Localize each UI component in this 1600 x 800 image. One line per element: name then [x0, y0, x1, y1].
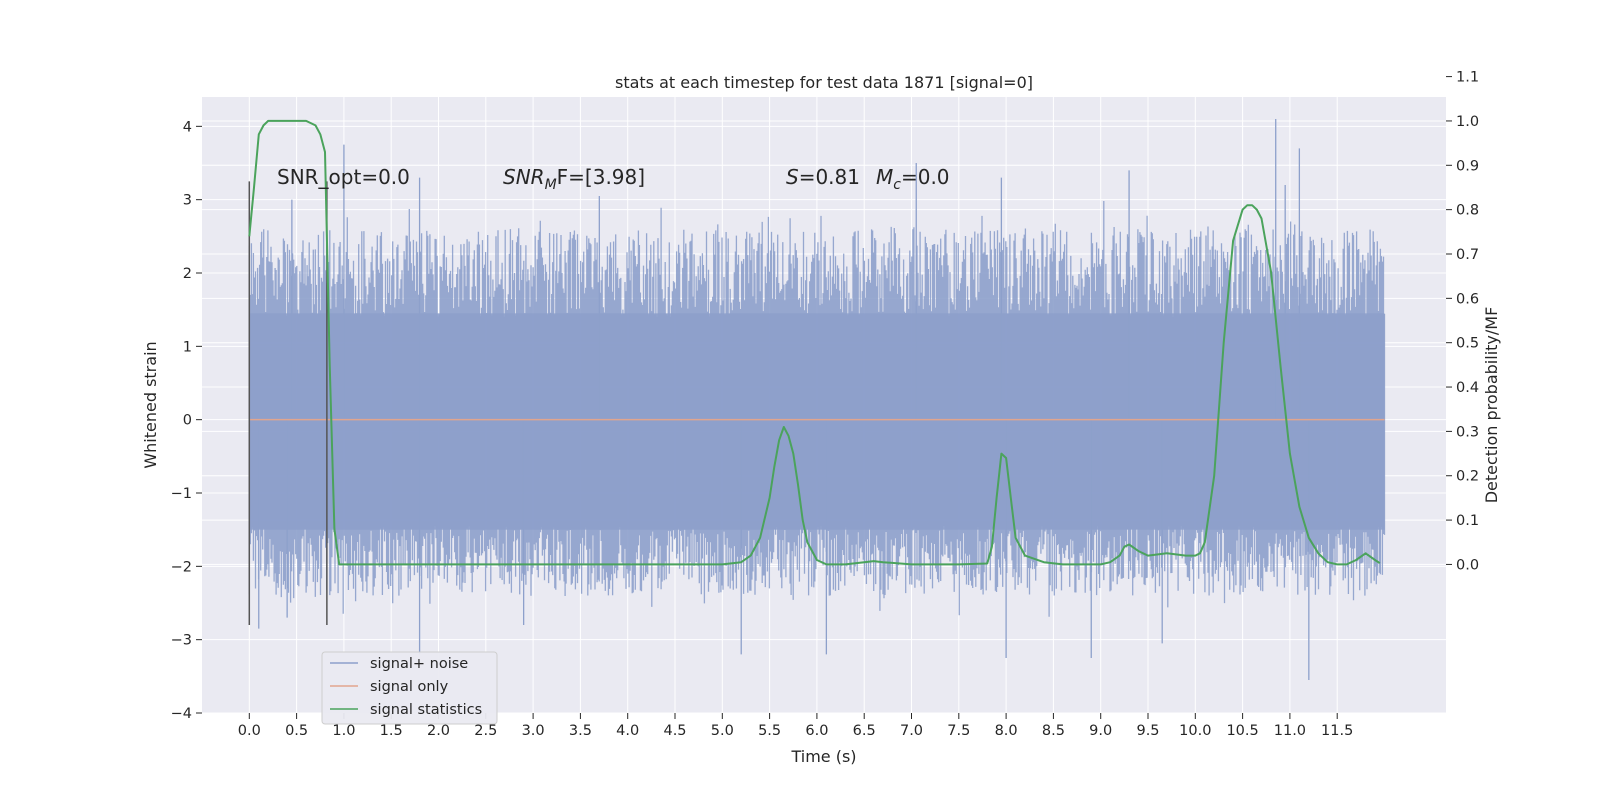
x-tick-label: 11.5: [1321, 723, 1353, 739]
y2-tick-label: 1.0: [1456, 114, 1479, 130]
mc-label: M: [876, 165, 893, 189]
y2-tick-label: 0.1: [1456, 513, 1479, 529]
x-tick-label: 4.5: [663, 723, 686, 739]
x-tick-label: 9.0: [1089, 723, 1112, 739]
y-axis-label: Whitened strain: [141, 341, 160, 468]
y-ticks: 4 3 2 1 0 −1 −2 −3 −4: [171, 119, 202, 722]
annotation-snr-mf: SNRMF=[3.98]: [503, 165, 645, 193]
snr-mf-rest: F=[3.98]: [557, 165, 645, 189]
x-tick-label: 3.0: [522, 723, 545, 739]
annotation-s-mc: S=0.81 Mc=0.0: [786, 165, 950, 193]
s-value: =0.81: [799, 165, 860, 189]
snr-mf-prefix: SNR: [503, 165, 545, 189]
y-tick-label: −4: [171, 706, 192, 722]
y2-axis-label: Detection probability/MF: [1482, 307, 1501, 504]
y-tick-label: −3: [171, 633, 192, 649]
x-tick-label: 7.5: [947, 723, 970, 739]
x-tick-label: 3.5: [569, 723, 592, 739]
snr-mf-sub: M: [545, 177, 557, 193]
x-ticks: 0.0 0.5 1.0 1.5 2.0 2.5 3.0 3.5 4.0 4.5 5.0 5.5 6.0 6…: [238, 713, 1353, 739]
y2-tick-label: 1.1: [1456, 70, 1479, 86]
y2-tick-label: 0.2: [1456, 469, 1479, 485]
x-tick-label: 0.0: [238, 723, 261, 739]
chart-title: stats at each timestep for test data 187…: [615, 73, 1033, 92]
s-label: S: [786, 165, 799, 189]
y2-tick-label: 0.7: [1456, 247, 1479, 263]
y2-tick-label: 0.9: [1456, 158, 1479, 174]
mc-sub: c: [893, 177, 901, 193]
x-tick-label: 7.0: [900, 723, 923, 739]
x-tick-label: 10.0: [1179, 723, 1211, 739]
y2-tick-label: 0.0: [1456, 557, 1479, 573]
x-tick-label: 1.0: [332, 723, 355, 739]
y2-tick-label: 0.5: [1456, 336, 1479, 352]
legend-box: [321, 651, 498, 725]
x-tick-label: 5.5: [758, 723, 781, 739]
x-tick-label: 6.0: [805, 723, 828, 739]
x-tick-label: 11.0: [1274, 723, 1306, 739]
x-tick-label: 10.5: [1226, 723, 1258, 739]
legend-label-noise: signal+ noise: [370, 656, 468, 672]
y-tick-label: 2: [183, 266, 192, 282]
x-tick-label: 9.5: [1136, 723, 1159, 739]
y-tick-label: 1: [183, 339, 192, 355]
y2-ticks: 1.1 1.0 0.9 0.8 0.7 0.6 0.5 0.4 0.3 0.2 0.1 0.0: [1446, 70, 1479, 573]
y2-tick-label: 0.4: [1456, 380, 1479, 396]
y2-tick-label: 0.6: [1456, 291, 1479, 307]
series-signal-noise: [248, 119, 1386, 680]
y-tick-label: 4: [183, 119, 192, 135]
annotation-snr-opt: SNR_opt=0.0: [277, 165, 410, 189]
series-signal-statistics: [248, 119, 1381, 566]
x-tick-label: 8.0: [995, 723, 1018, 739]
x-tick-label: 6.5: [853, 723, 876, 739]
x-axis-label: Time (s): [790, 747, 856, 766]
y2-tick-label: 0.8: [1456, 203, 1479, 219]
noise-core: [249, 313, 1385, 530]
x-tick-label: 8.5: [1042, 723, 1065, 739]
legend: signal+ noise signal only signal statist…: [321, 651, 498, 725]
legend-label-signal-only: signal only: [370, 679, 449, 695]
x-tick-label: 2.5: [474, 723, 497, 739]
mc-value: =0.0: [901, 165, 950, 189]
y-tick-label: −2: [171, 559, 192, 575]
y2-tick-label: 0.3: [1456, 424, 1479, 440]
y-tick-label: −1: [171, 486, 192, 502]
statistics-line: [248, 119, 1381, 566]
legend-label-statistics: signal statistics: [370, 702, 482, 718]
x-tick-label: 2.0: [427, 723, 450, 739]
x-tick-label: 0.5: [285, 723, 308, 739]
x-tick-label: 4.0: [616, 723, 639, 739]
y-tick-label: 0: [183, 413, 192, 429]
y-tick-label: 3: [183, 193, 192, 209]
x-tick-label: 1.5: [380, 723, 403, 739]
x-tick-label: 5.0: [711, 723, 734, 739]
